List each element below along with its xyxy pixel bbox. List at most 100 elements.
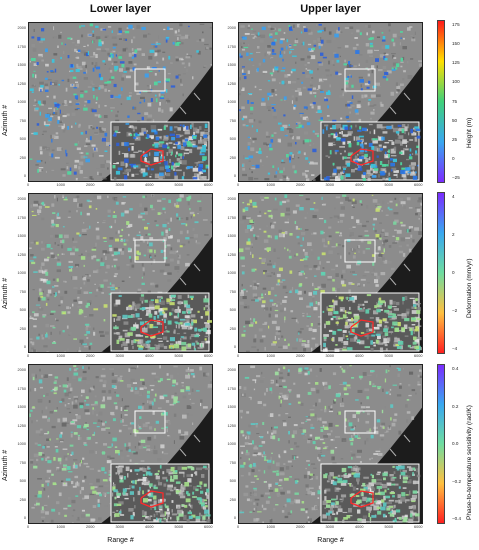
y-tick-label: 2000 bbox=[227, 26, 236, 30]
x-tick-label: 1000 bbox=[56, 525, 65, 529]
x-tick-label: 5000 bbox=[174, 183, 183, 187]
y-tick-label: 2000 bbox=[17, 197, 26, 201]
colorbar-deformation bbox=[437, 192, 445, 354]
x-tick-label: 6000 bbox=[204, 183, 213, 187]
y-tick-label: 1000 bbox=[17, 271, 26, 275]
y-tick-label: 1250 bbox=[17, 252, 26, 257]
map-panel-deformation-upper bbox=[238, 193, 423, 353]
y-tick-label: 1250 bbox=[227, 252, 236, 257]
colorbar-tick-label: −2 bbox=[452, 308, 458, 313]
x-tick-label: 5000 bbox=[384, 525, 393, 529]
x-tick-label: 4000 bbox=[145, 354, 154, 358]
y-tick-label: 750 bbox=[229, 118, 236, 123]
x-tick-label: 6000 bbox=[414, 183, 423, 187]
map-panel-sensitivity-upper bbox=[238, 364, 423, 524]
colorbar-height bbox=[437, 20, 445, 183]
map-panel-height-lower bbox=[28, 22, 213, 182]
x-tick-label: 6000 bbox=[204, 354, 213, 358]
x-tick-label: 0 bbox=[27, 354, 30, 358]
y-tick-label: 1750 bbox=[227, 44, 236, 49]
y-tick-label: 750 bbox=[19, 289, 26, 294]
y-tick-label: 1250 bbox=[17, 81, 26, 86]
y-tick-label: 1500 bbox=[17, 234, 26, 238]
x-tick-label: 1000 bbox=[56, 354, 65, 358]
x-tick-label: 3000 bbox=[115, 354, 124, 358]
x-tick-label: 2000 bbox=[296, 183, 305, 187]
y-tick-label: 500 bbox=[19, 308, 26, 312]
x-tick-label: 2000 bbox=[86, 354, 95, 358]
y-tick-label: 500 bbox=[19, 479, 26, 483]
y-tick-label: 1000 bbox=[17, 100, 26, 104]
colorbar-tick-label: 25 bbox=[452, 136, 458, 142]
y-tick-label: 250 bbox=[19, 326, 26, 331]
x-tick-label: 6000 bbox=[414, 354, 423, 358]
x-tick-label: 3000 bbox=[115, 525, 124, 529]
colorbar-tick-label: 0.2 bbox=[452, 403, 459, 409]
y-tick-label: 250 bbox=[229, 155, 236, 160]
colorbar-tick-label: 100 bbox=[452, 79, 460, 85]
colorbar-tick-label: −0.4 bbox=[452, 516, 462, 521]
y-tick-label: 500 bbox=[229, 137, 236, 141]
x-tick-label: 1000 bbox=[56, 183, 65, 187]
y-tick-label: 0 bbox=[23, 174, 26, 178]
y-tick-label: 250 bbox=[19, 497, 26, 502]
column-title-upper-layer: Upper layer bbox=[300, 3, 361, 15]
y-tick-label: 1500 bbox=[227, 405, 236, 409]
x-tick-label: 6000 bbox=[204, 525, 213, 529]
y-tick-label: 750 bbox=[19, 118, 26, 123]
colorbar-tick-label: 150 bbox=[452, 41, 460, 47]
colorbar-tick-label: 50 bbox=[452, 117, 458, 123]
y-tick-label: 0 bbox=[233, 174, 236, 178]
y-tick-label: 1500 bbox=[227, 63, 236, 67]
x-tick-label: 0 bbox=[237, 525, 240, 529]
x-tick-label: 0 bbox=[27, 183, 30, 187]
x-tick-label: 3000 bbox=[325, 525, 334, 529]
x-tick-label: 2000 bbox=[86, 525, 95, 529]
colorbar-tick-label: 0.4 bbox=[452, 366, 459, 371]
x-tick-label: 1000 bbox=[266, 525, 275, 529]
x-tick-label: 0 bbox=[237, 183, 240, 187]
x-tick-label: 4000 bbox=[355, 183, 364, 187]
range-axis-label-right: Range # bbox=[317, 537, 344, 544]
y-tick-label: 250 bbox=[19, 155, 26, 160]
y-tick-label: 0 bbox=[233, 516, 236, 520]
y-tick-label: 1750 bbox=[227, 386, 236, 391]
x-tick-label: 3000 bbox=[325, 183, 334, 187]
y-tick-label: 1750 bbox=[227, 215, 236, 220]
x-tick-label: 5000 bbox=[384, 183, 393, 187]
y-tick-label: 0 bbox=[233, 345, 236, 349]
colorbar-tick-label: 2 bbox=[452, 232, 455, 237]
x-tick-label: 3000 bbox=[325, 354, 334, 358]
y-tick-label: 1500 bbox=[17, 405, 26, 409]
y-tick-label: 500 bbox=[229, 308, 236, 312]
colorbar-tick-label: 0 bbox=[452, 155, 455, 161]
x-tick-label: 5000 bbox=[174, 354, 183, 358]
column-title-lower-layer: Lower layer bbox=[89, 3, 152, 15]
x-tick-label: 1000 bbox=[266, 354, 275, 358]
y-tick-label: 750 bbox=[19, 460, 26, 465]
colorbar-tick-label: 0.0 bbox=[452, 441, 459, 446]
x-tick-label: 0 bbox=[27, 525, 30, 529]
colorbar-tick-label: 75 bbox=[452, 98, 458, 104]
x-tick-label: 5000 bbox=[384, 354, 393, 358]
y-tick-label: 1000 bbox=[227, 271, 236, 275]
y-tick-label: 0 bbox=[23, 345, 26, 349]
x-tick-label: 0 bbox=[237, 354, 240, 358]
y-tick-label: 2000 bbox=[17, 26, 26, 30]
colorbar-tick-label: 0 bbox=[452, 270, 455, 275]
x-tick-label: 4000 bbox=[355, 525, 364, 529]
y-tick-label: 1750 bbox=[17, 215, 26, 220]
colorbar-sensitivity bbox=[437, 364, 445, 524]
x-tick-label: 4000 bbox=[145, 525, 154, 529]
y-tick-label: 500 bbox=[229, 479, 236, 483]
y-tick-label: 1750 bbox=[17, 386, 26, 391]
range-axis-label-left: Range # bbox=[107, 537, 134, 544]
colorbar-tick-label: 125 bbox=[452, 60, 460, 66]
y-tick-label: 250 bbox=[229, 326, 236, 331]
x-tick-label: 3000 bbox=[115, 183, 124, 187]
y-tick-label: 750 bbox=[229, 289, 236, 294]
y-tick-label: 2000 bbox=[17, 368, 26, 372]
y-tick-label: 1000 bbox=[227, 100, 236, 104]
y-tick-label: 1250 bbox=[227, 423, 236, 428]
y-tick-label: 250 bbox=[229, 497, 236, 502]
